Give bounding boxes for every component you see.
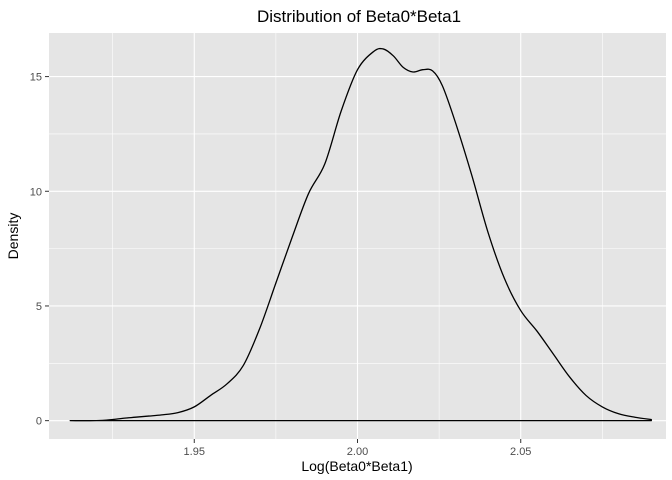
y-axis-title: Density [5, 213, 21, 260]
y-tick-label: 0 [36, 416, 42, 428]
y-tick-label: 10 [30, 186, 42, 198]
x-tick-label: 2.05 [510, 446, 531, 458]
chart-title: Distribution of Beta0*Beta1 [257, 7, 461, 26]
x-tick-label: 2.00 [347, 446, 368, 458]
x-tick-label: 1.95 [184, 446, 205, 458]
x-axis: 1.95 2.00 2.05 [184, 439, 531, 458]
x-axis-title: Log(Beta0*Beta1) [301, 458, 412, 474]
y-tick-label: 5 [36, 301, 42, 313]
density-curve [69, 47, 652, 422]
series-layer [69, 47, 652, 422]
y-tick-label: 15 [30, 72, 42, 84]
y-axis: 0 5 10 15 [30, 72, 49, 428]
